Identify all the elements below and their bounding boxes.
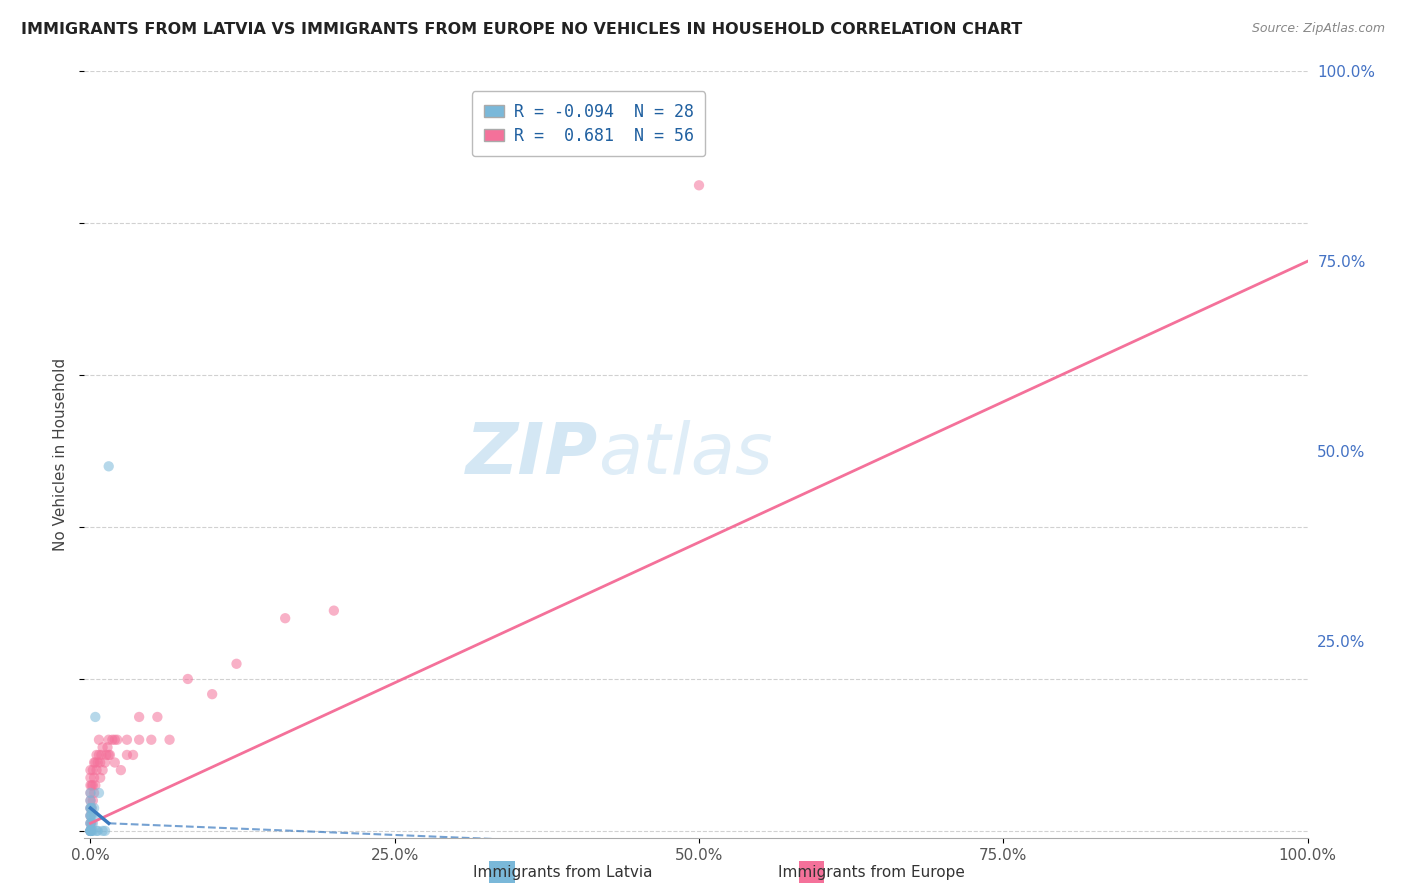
Point xyxy=(79,816,101,830)
Point xyxy=(104,732,127,747)
Point xyxy=(177,672,200,686)
Text: Immigrants from Europe: Immigrants from Europe xyxy=(779,865,965,880)
Point xyxy=(84,778,107,792)
Point xyxy=(91,740,114,755)
Point xyxy=(79,786,101,800)
Point xyxy=(80,801,103,815)
Point xyxy=(94,756,117,770)
Text: atlas: atlas xyxy=(598,420,773,490)
Point xyxy=(84,756,107,770)
Point xyxy=(128,710,150,724)
Point xyxy=(128,732,150,747)
Point xyxy=(79,823,101,838)
Point xyxy=(82,823,104,838)
Point xyxy=(87,823,110,838)
Point xyxy=(79,816,101,830)
Point xyxy=(688,178,710,193)
Point xyxy=(83,801,105,815)
Point xyxy=(141,732,163,747)
Point xyxy=(87,756,110,770)
Point xyxy=(83,756,105,770)
Text: Source: ZipAtlas.com: Source: ZipAtlas.com xyxy=(1251,22,1385,36)
Point xyxy=(159,732,181,747)
Point xyxy=(201,687,224,701)
Point xyxy=(82,763,104,777)
Point xyxy=(83,771,105,785)
Point xyxy=(97,732,120,747)
Point xyxy=(274,611,297,625)
Point xyxy=(96,747,118,762)
Point xyxy=(79,823,101,838)
Point xyxy=(91,763,114,777)
Point xyxy=(82,816,104,830)
Legend: R = -0.094  N = 28, R =  0.681  N = 56: R = -0.094 N = 28, R = 0.681 N = 56 xyxy=(472,91,706,156)
Point xyxy=(110,763,132,777)
Point xyxy=(97,747,120,762)
Point xyxy=(87,747,110,762)
Point xyxy=(86,747,108,762)
Point xyxy=(86,823,108,838)
Point xyxy=(80,778,103,792)
Point xyxy=(96,740,118,755)
Point xyxy=(101,732,124,747)
Point xyxy=(79,823,101,838)
Point xyxy=(79,771,101,785)
Point xyxy=(79,823,101,838)
Text: IMMIGRANTS FROM LATVIA VS IMMIGRANTS FROM EUROPE NO VEHICLES IN HOUSEHOLD CORREL: IMMIGRANTS FROM LATVIA VS IMMIGRANTS FRO… xyxy=(21,22,1022,37)
Point xyxy=(79,823,101,838)
Point xyxy=(89,771,111,785)
Point xyxy=(79,801,101,815)
Point xyxy=(94,823,117,838)
Point xyxy=(79,816,101,830)
Text: ZIP: ZIP xyxy=(465,420,598,490)
Point xyxy=(80,816,103,830)
Point xyxy=(105,732,128,747)
Point xyxy=(79,786,101,800)
Text: Immigrants from Latvia: Immigrants from Latvia xyxy=(472,865,652,880)
Point xyxy=(86,763,108,777)
Point xyxy=(104,756,127,770)
Point xyxy=(87,786,110,800)
Point xyxy=(146,710,169,724)
Point xyxy=(79,801,101,815)
Point xyxy=(79,823,101,838)
Point xyxy=(91,823,114,838)
Point xyxy=(97,459,120,474)
Y-axis label: No Vehicles in Household: No Vehicles in Household xyxy=(53,359,69,551)
Point xyxy=(79,808,101,822)
Point xyxy=(115,747,138,762)
Point xyxy=(79,778,101,792)
Point xyxy=(87,732,110,747)
Point xyxy=(90,747,112,762)
Point xyxy=(79,808,101,822)
Point xyxy=(79,823,101,838)
Point xyxy=(79,823,101,838)
Point xyxy=(82,778,104,792)
Point xyxy=(80,801,103,815)
Point xyxy=(122,747,145,762)
Point xyxy=(225,657,247,671)
Point xyxy=(89,756,111,770)
Point xyxy=(79,808,101,822)
Point xyxy=(98,747,121,762)
Point xyxy=(79,793,101,807)
Point xyxy=(83,786,105,800)
Point xyxy=(115,732,138,747)
Point xyxy=(83,808,105,822)
Point xyxy=(84,710,107,724)
Point xyxy=(79,793,101,807)
Point xyxy=(79,801,101,815)
Point xyxy=(322,604,344,618)
Point xyxy=(79,763,101,777)
Point xyxy=(80,823,103,838)
Point xyxy=(80,808,103,822)
Point xyxy=(82,793,104,807)
